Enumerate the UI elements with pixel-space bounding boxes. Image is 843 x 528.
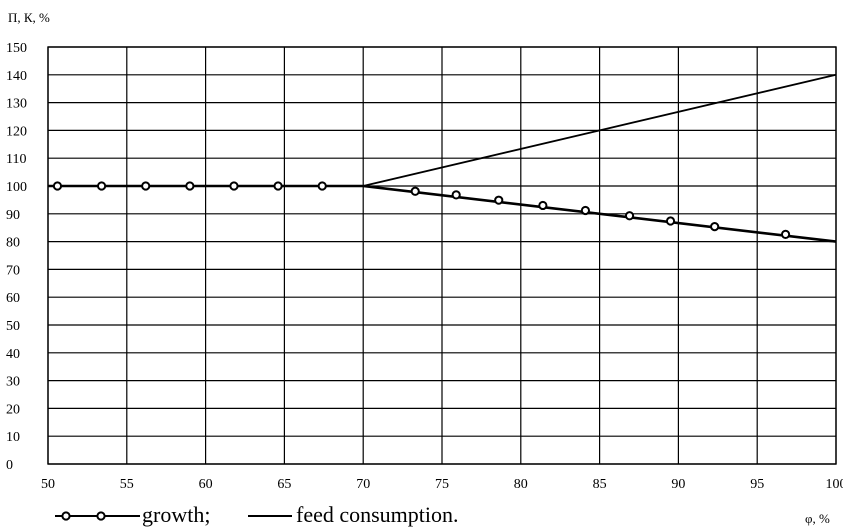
y-tick-label: 80 [6,236,20,251]
growth-point [273,181,283,191]
y-tick-label: 90 [6,208,20,223]
growth-point [451,190,461,200]
y-tick-label: 40 [6,347,20,362]
growth-point [141,181,151,191]
y-tick-label: 110 [6,152,26,167]
tick-labels: 0 10 20 30 40 50 60 70 80 90 100 110 120 130 140 150 50 5… [6,41,843,492]
growth-point [624,211,635,221]
growth-point [580,205,591,216]
growth-point [665,216,676,226]
x-tick-label: 70 [356,477,370,492]
growth-point [229,181,239,191]
x-tick-label: 100 [826,477,843,492]
x-tick-label: 85 [593,477,607,492]
legend: growth; feed consumption. [55,502,459,527]
x-axis-label: φ, % [805,511,830,526]
x-tick-label: 90 [671,477,685,492]
y-tick-label: 60 [6,291,20,306]
grid [47,46,837,465]
y-tick-label: 70 [6,263,20,278]
growth-point [185,181,195,191]
growth-point [780,229,791,239]
growth-point [538,200,548,211]
legend-marker-growth [96,511,106,521]
growth-point [96,181,107,191]
y-tick-label: 20 [6,402,20,417]
y-tick-label: 50 [6,319,20,334]
x-tick-label: 80 [514,477,528,492]
x-tick-label: 65 [277,477,291,492]
y-tick-label: 30 [6,375,20,390]
plot-frame [47,46,837,465]
x-tick-label: 95 [750,477,764,492]
y-tick-label: 10 [6,430,20,445]
x-tick-label: 60 [199,477,213,492]
x-tick-label: 75 [435,477,449,492]
legend-label-growth: growth; [142,502,210,527]
growth-point [52,181,63,191]
y-tick-label: 130 [6,97,27,112]
growth-point [317,181,327,191]
x-tick-label: 55 [120,477,134,492]
growth-point [494,195,504,205]
legend-label-feed-consumption: feed consumption. [296,502,459,527]
y-tick-label: 100 [6,180,27,195]
y-axis-label: П, К, % [8,10,50,25]
y-tick-label: 150 [6,41,27,56]
x-tick-label: 50 [41,477,55,492]
y-tick-label: 140 [6,69,27,84]
legend-marker-growth [61,511,71,521]
series-line-feed-consumption [48,73,837,187]
series-lines [48,73,837,243]
growth-point [710,221,720,232]
growth-point [410,186,420,196]
y-tick-label: 120 [6,124,27,139]
y-tick-label: 0 [6,458,13,473]
